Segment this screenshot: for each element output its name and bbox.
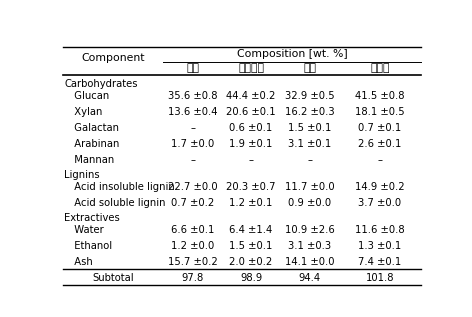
Text: 32.9 ±0.5: 32.9 ±0.5: [285, 91, 334, 101]
Text: 0.9 ±0.0: 0.9 ±0.0: [288, 198, 331, 208]
Text: Mannan: Mannan: [68, 155, 114, 165]
Text: 97.8: 97.8: [181, 273, 203, 283]
Text: 10.9 ±2.6: 10.9 ±2.6: [285, 225, 335, 235]
Text: 18.1 ±0.5: 18.1 ±0.5: [355, 107, 405, 117]
Text: 3.7 ±0.0: 3.7 ±0.0: [358, 198, 402, 208]
Text: 44.4 ±0.2: 44.4 ±0.2: [227, 91, 276, 101]
Text: Arabinan: Arabinan: [68, 139, 119, 149]
Text: Composition [wt. %]: Composition [wt. %]: [237, 49, 347, 59]
Text: 1.5 ±0.1: 1.5 ±0.1: [229, 241, 273, 251]
Text: 101.8: 101.8: [366, 273, 394, 283]
Text: Water: Water: [68, 225, 104, 235]
Text: 6.6 ±0.1: 6.6 ±0.1: [171, 225, 214, 235]
Text: 41.5 ±0.8: 41.5 ±0.8: [355, 91, 405, 101]
Text: Acid soluble lignin: Acid soluble lignin: [68, 198, 166, 208]
Text: Galactan: Galactan: [68, 123, 119, 133]
Text: 1.9 ±0.1: 1.9 ±0.1: [229, 139, 273, 149]
Text: 1.2 ±0.1: 1.2 ±0.1: [229, 198, 273, 208]
Text: Ash: Ash: [68, 257, 93, 267]
Text: 3.1 ±0.3: 3.1 ±0.3: [288, 241, 331, 251]
Text: –: –: [378, 155, 382, 165]
Text: 0.7 ±0.2: 0.7 ±0.2: [171, 198, 214, 208]
Text: 2.0 ±0.2: 2.0 ±0.2: [229, 257, 273, 267]
Text: 22.7 ±0.0: 22.7 ±0.0: [168, 182, 217, 192]
Text: 거대억새: 거대억새: [238, 63, 264, 73]
Text: 16.2 ±0.3: 16.2 ±0.3: [285, 107, 334, 117]
Text: Glucan: Glucan: [68, 91, 110, 101]
Text: 0.7 ±0.1: 0.7 ±0.1: [358, 123, 402, 133]
Text: 11.6 ±0.8: 11.6 ±0.8: [355, 225, 405, 235]
Text: 1.2 ±0.0: 1.2 ±0.0: [171, 241, 214, 251]
Text: 14.9 ±0.2: 14.9 ±0.2: [355, 182, 405, 192]
Text: Ethanol: Ethanol: [68, 241, 112, 251]
Text: Carbohydrates: Carbohydrates: [65, 79, 138, 89]
Text: 1.5 ±0.1: 1.5 ±0.1: [288, 123, 331, 133]
Text: 13.6 ±0.4: 13.6 ±0.4: [168, 107, 217, 117]
Text: 20.6 ±0.1: 20.6 ±0.1: [226, 107, 276, 117]
Text: 보릿집: 보릿집: [370, 63, 390, 73]
Text: –: –: [190, 155, 195, 165]
Text: 뱗집: 뱗집: [303, 63, 316, 73]
Text: 11.7 ±0.0: 11.7 ±0.0: [285, 182, 334, 192]
Text: Acid insoluble lignin: Acid insoluble lignin: [68, 182, 175, 192]
Text: –: –: [249, 155, 253, 165]
Text: 2.6 ±0.1: 2.6 ±0.1: [358, 139, 402, 149]
Text: 1.3 ±0.1: 1.3 ±0.1: [358, 241, 402, 251]
Text: 35.6 ±0.8: 35.6 ±0.8: [168, 91, 217, 101]
Text: 0.6 ±0.1: 0.6 ±0.1: [229, 123, 273, 133]
Text: –: –: [307, 155, 312, 165]
Text: 1.7 ±0.0: 1.7 ±0.0: [171, 139, 214, 149]
Text: 20.3 ±0.7: 20.3 ±0.7: [226, 182, 276, 192]
Text: 94.4: 94.4: [298, 273, 320, 283]
Text: 왕거: 왕거: [186, 63, 199, 73]
Text: 3.1 ±0.1: 3.1 ±0.1: [288, 139, 331, 149]
Text: Subtotal: Subtotal: [92, 273, 134, 283]
Text: –: –: [190, 123, 195, 133]
Text: 98.9: 98.9: [240, 273, 262, 283]
Text: Lignins: Lignins: [65, 170, 100, 179]
Text: Component: Component: [81, 53, 145, 62]
Text: Xylan: Xylan: [68, 107, 102, 117]
Text: 15.7 ±0.2: 15.7 ±0.2: [168, 257, 218, 267]
Text: Extractives: Extractives: [65, 213, 120, 223]
Text: 7.4 ±0.1: 7.4 ±0.1: [358, 257, 402, 267]
Text: 14.1 ±0.0: 14.1 ±0.0: [285, 257, 334, 267]
Text: 6.4 ±1.4: 6.4 ±1.4: [229, 225, 273, 235]
